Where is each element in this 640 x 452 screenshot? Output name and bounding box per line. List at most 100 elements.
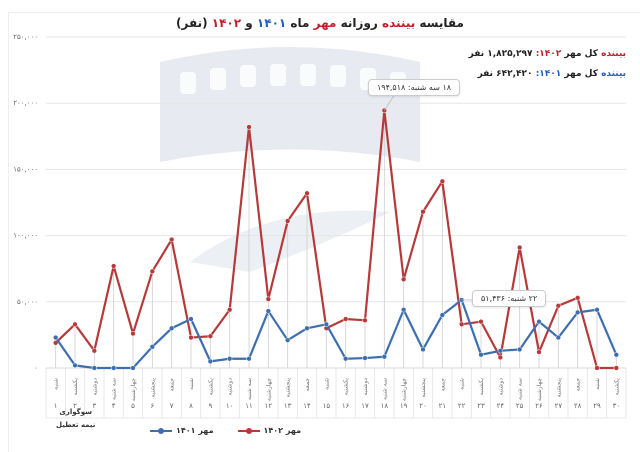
data-point <box>459 322 464 327</box>
x-day-label: ۱۵ <box>323 402 331 410</box>
x-weekday-label: پنجشنبه <box>420 378 427 398</box>
x-weekday-label: شنبه <box>53 378 60 390</box>
x-day-label: ۱۴ <box>303 402 311 410</box>
x-weekday-label: چهارشنبه <box>265 378 272 401</box>
data-point <box>498 355 503 360</box>
x-weekday-label: سه شنبه <box>246 378 253 400</box>
y-tick-label: ۱۰۰,۰۰۰ <box>13 232 38 240</box>
x-day-label: ۳۰ <box>613 402 621 410</box>
data-point <box>614 366 619 371</box>
data-point <box>227 356 232 361</box>
x-weekday-label: پنجشنبه <box>555 378 562 398</box>
x-day-label: ۹ <box>208 402 212 410</box>
x-day-label: ۲۴ <box>497 402 505 410</box>
x-day-label: ۲۲ <box>458 402 466 410</box>
x-weekday-label: یکشنبه <box>207 378 214 396</box>
x-day-label: ۶ <box>150 402 154 410</box>
legend-marker-1401-icon <box>150 430 172 432</box>
data-point <box>575 310 580 315</box>
data-point <box>479 352 484 357</box>
y-tick-label: ۵۰,۰۰۰ <box>17 298 38 306</box>
data-point <box>324 322 329 327</box>
data-point <box>421 209 426 214</box>
data-point <box>189 335 194 340</box>
x-weekday-label: جمعه <box>439 378 446 392</box>
x-weekday-label: دوشنبه <box>497 378 504 396</box>
data-point <box>343 317 348 322</box>
y-tick-label: ۱۵۰,۰۰۰ <box>13 165 38 173</box>
data-point <box>363 356 368 361</box>
data-point <box>421 347 426 352</box>
data-point <box>169 326 174 331</box>
data-point <box>556 303 561 308</box>
data-point <box>285 338 290 343</box>
data-point <box>247 125 252 130</box>
data-point <box>111 264 116 269</box>
data-point <box>169 237 174 242</box>
data-point <box>53 335 58 340</box>
x-weekday-label: شنبه <box>459 378 466 390</box>
data-point <box>150 344 155 349</box>
x-day-label: ۲۵ <box>516 402 524 410</box>
data-point <box>111 366 116 371</box>
x-day-label: ۱۰ <box>226 402 234 410</box>
x-weekday-label: پنجشنبه <box>285 378 292 398</box>
legend-label-1402: مهر ۱۴۰۲ <box>264 426 302 435</box>
data-point <box>131 331 136 336</box>
x-weekday-label: چهارشنبه <box>536 378 543 401</box>
data-point <box>227 307 232 312</box>
annotation-1402-peak: ۱۸ سه شنبه: ۱۹۴,۵۱۸ <box>368 79 460 96</box>
x-weekday-label: شنبه <box>323 378 330 390</box>
x-day-label: ۲۹ <box>593 402 601 410</box>
legend-label-1401: مهر ۱۴۰۱ <box>176 426 214 435</box>
x-weekday-label: یکشنبه <box>72 378 79 396</box>
x-day-label: ۱۱ <box>245 402 253 410</box>
data-point <box>614 352 619 357</box>
legend-item-1402: مهر ۱۴۰۲ <box>238 426 302 435</box>
legend-item-1401: مهر ۱۴۰۱ <box>150 426 214 435</box>
x-day-label: ۱۹ <box>400 402 408 410</box>
x-weekday-label: سه شنبه <box>111 378 118 400</box>
data-point <box>537 319 542 324</box>
data-point <box>401 277 406 282</box>
x-day-label: ۸ <box>189 402 193 410</box>
annotation-1401-peak: ۲۲ شنبه: ۵۱,۴۳۶ <box>472 290 546 307</box>
x-weekday-label: چهارشنبه <box>130 378 137 401</box>
data-point <box>440 313 445 318</box>
x-weekday-label: سه شنبه <box>517 378 524 400</box>
x-weekday-label: شنبه <box>594 378 601 390</box>
data-point <box>208 359 213 364</box>
data-point <box>401 307 406 312</box>
y-tick-label: ۰ <box>34 364 38 372</box>
legend-marker-1402-icon <box>238 430 260 432</box>
x-weekday-label: سه شنبه <box>381 378 388 400</box>
data-point <box>131 366 136 371</box>
data-point <box>266 297 271 302</box>
data-point <box>73 363 78 368</box>
legend: مهر ۱۴۰۲ مهر ۱۴۰۱ <box>150 426 301 435</box>
data-point <box>498 348 503 353</box>
x-day-label: ۲۰ <box>419 402 427 410</box>
data-point <box>382 354 387 359</box>
x-day-label: ۱۷ <box>361 402 369 410</box>
data-point <box>575 295 580 300</box>
x-day-label: ۷ <box>170 402 174 410</box>
mourning-note: سوگواری نیمه تعطیل <box>56 406 95 432</box>
data-point <box>517 245 522 250</box>
x-weekday-label: دوشنبه <box>91 378 98 396</box>
x-weekday-label: یکشنبه <box>613 378 620 396</box>
x-day-label: ۱۳ <box>284 402 292 410</box>
series-line <box>56 110 617 368</box>
x-weekday-label: جمعه <box>304 378 311 392</box>
x-weekday-label: جمعه <box>575 378 582 392</box>
x-day-label: ۲۷ <box>555 402 563 410</box>
data-point <box>305 191 310 196</box>
x-weekday-label: چهارشنبه <box>401 378 408 401</box>
data-point <box>266 309 271 314</box>
x-day-label: ۲۱ <box>439 402 447 410</box>
x-day-label: ۲۸ <box>574 402 582 410</box>
y-tick-label: ۲۰۰,۰۰۰ <box>13 99 38 107</box>
data-point <box>73 322 78 327</box>
data-point <box>537 350 542 355</box>
x-weekday-label: پنجشنبه <box>149 378 156 398</box>
